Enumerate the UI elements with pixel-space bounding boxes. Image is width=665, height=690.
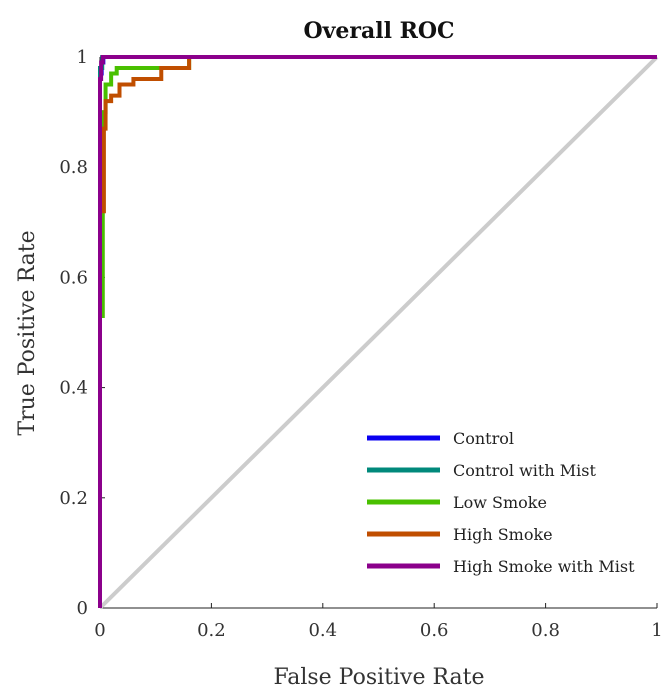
legend-label: Control with Mist [453,461,596,480]
roc-curve-high-smoke [98,55,657,608]
y-axis-label: True Positive Rate [15,230,40,435]
y-tick-label: 0.4 [59,378,88,399]
x-tick-label: 0.8 [531,620,560,641]
x-axis-label: False Positive Rate [273,665,484,690]
y-tick-label: 0.6 [59,267,88,288]
legend-label: Control [453,429,514,448]
x-tick-label: 0.6 [420,620,449,641]
plot-area [98,55,659,610]
chart-title: Overall ROC [303,18,454,44]
axis-ticks: 0 0.2 0.4 0.6 0.8 1 0 0.2 0.4 0.6 0.8 1 [59,47,662,641]
y-tick-label: 1 [77,47,88,68]
x-tick-label: 0 [94,620,105,641]
legend: Control Control with Mist Low Smoke High Sm… [367,429,635,576]
y-tick-label: 0.2 [59,488,88,509]
roc-curve-high-smoke-with-mist [98,55,657,608]
legend-label: Low Smoke [453,493,547,512]
chance-diagonal-line [98,55,659,610]
x-tick-label: 0.2 [197,620,226,641]
y-tick-label: 0 [77,598,88,619]
x-tick-label: 0.4 [308,620,337,641]
legend-label: High Smoke [453,525,553,544]
x-tick-label: 1 [651,620,662,641]
y-tick-label: 0.8 [59,157,88,178]
legend-label: High Smoke with Mist [453,557,635,576]
